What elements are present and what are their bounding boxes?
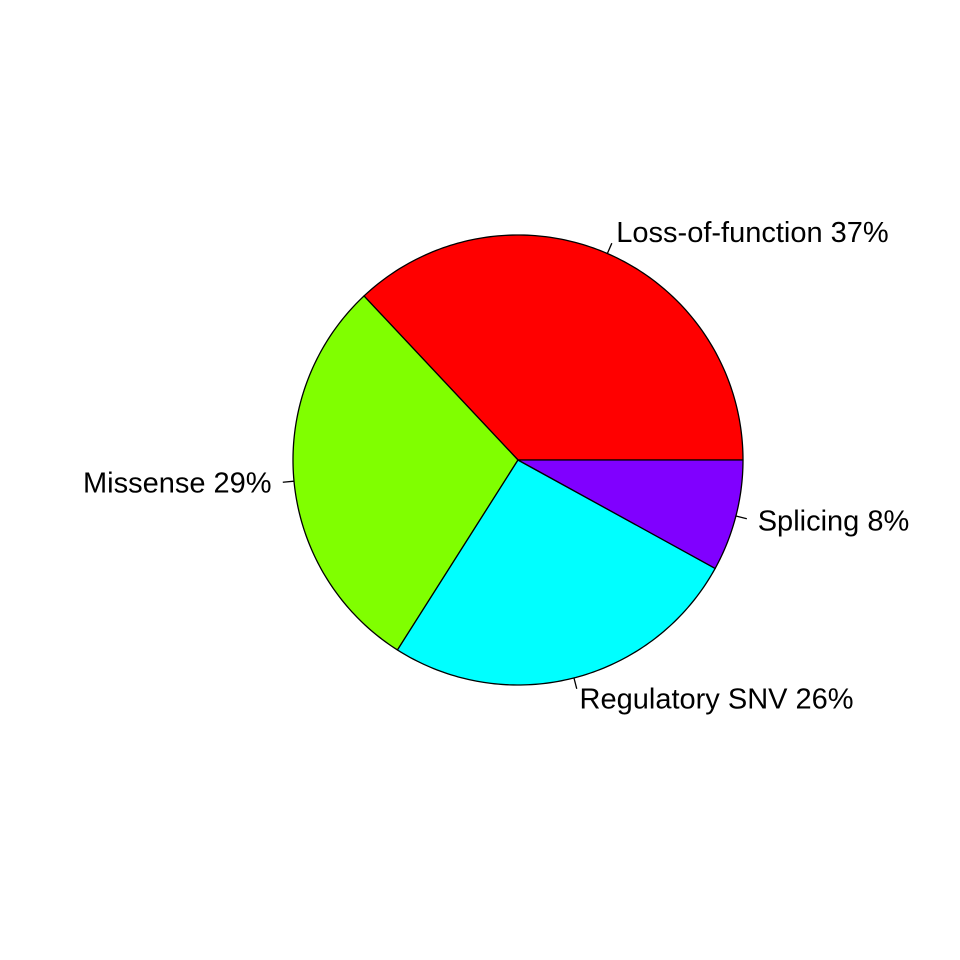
pie-label-regulatory-snv: Regulatory SNV 26% <box>580 684 854 716</box>
pie-slice-splicing <box>517 459 744 570</box>
pie-leader-regulatory-snv <box>573 677 578 689</box>
pie-label-splicing: Splicing 8% <box>758 506 910 538</box>
pie-slices <box>292 234 744 686</box>
pie-label-loss-of-function: Loss-of-function 37% <box>616 217 888 249</box>
pie-slice-regulatory-snv <box>396 459 716 686</box>
pie-leader-missense <box>282 480 295 483</box>
pie-leader-splicing <box>735 515 747 520</box>
pie-label-missense: Missense 29% <box>83 467 272 499</box>
pie-leader-loss-of-function <box>606 242 613 254</box>
pie-labels: Loss-of-function 37% Missense 29% Regulato… <box>83 217 909 716</box>
